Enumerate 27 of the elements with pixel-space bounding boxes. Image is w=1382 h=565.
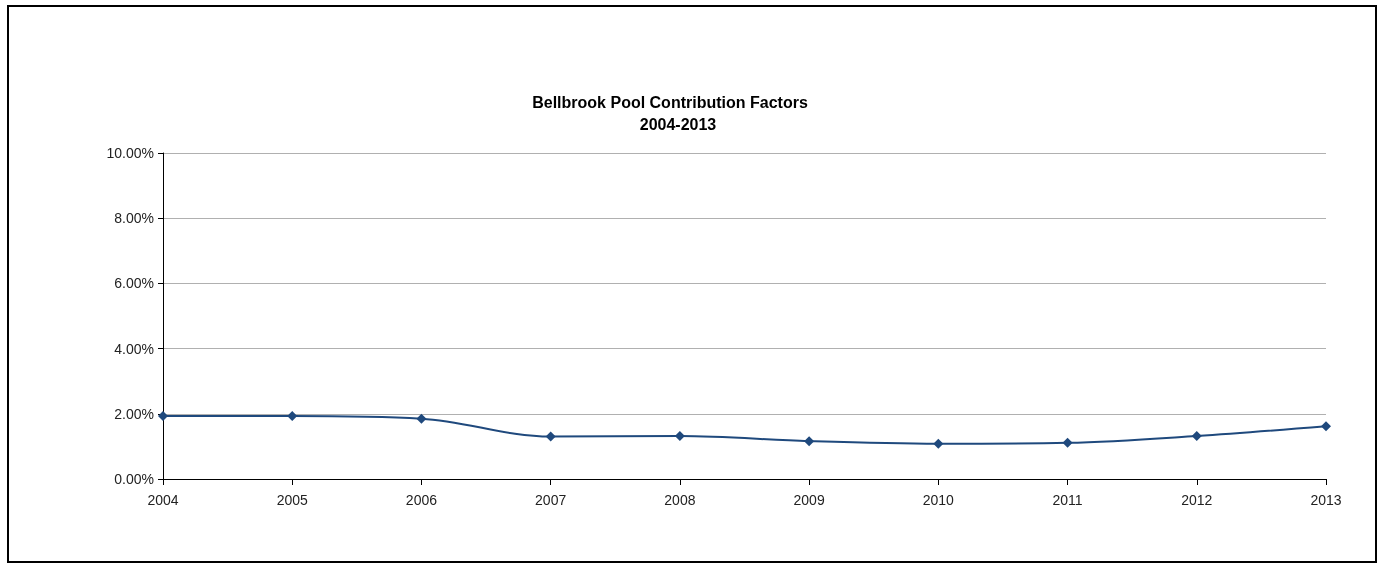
point	[933, 438, 944, 449]
chart-subtitle: 2004-2013	[639, 115, 717, 133]
x-tick-label: 2004	[147, 492, 179, 508]
x-tick-label: 2012	[1181, 492, 1213, 508]
point	[545, 431, 556, 442]
y-tick-label: 0.00%	[114, 471, 154, 487]
point	[1321, 421, 1331, 432]
point	[1062, 437, 1073, 448]
x-tick-label: 2011	[1052, 492, 1083, 508]
point	[416, 413, 427, 424]
x-tick-label: 2005	[276, 492, 308, 508]
x-tick-label: 2006	[405, 492, 438, 508]
x-tick-label: 2007	[535, 492, 567, 508]
chart-title: Bellbrook Pool Contribution Factors	[532, 93, 808, 111]
point	[158, 411, 168, 422]
x-tick-label: 2008	[664, 492, 696, 508]
y-tick-label: 10.00%	[106, 145, 154, 161]
x-tick-label: 2009	[793, 492, 825, 508]
point	[804, 436, 815, 447]
y-tick-label: 2.00%	[114, 405, 154, 422]
y-tick-label: 4.00%	[114, 340, 154, 357]
y-tick-label: 6.00%	[114, 275, 154, 292]
point	[1191, 430, 1202, 441]
point	[287, 411, 298, 422]
x-tick-label: 2010	[922, 492, 955, 508]
x-tick-label: 2013	[1310, 492, 1342, 508]
y-tick-label: 8.00%	[114, 210, 154, 227]
